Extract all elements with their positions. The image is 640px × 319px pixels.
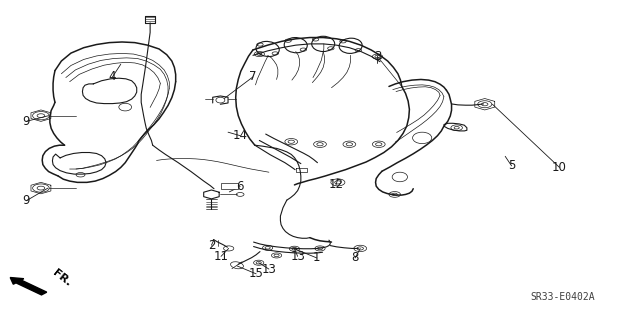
Text: 6: 6 — [236, 180, 244, 193]
Text: FR.: FR. — [51, 268, 73, 288]
Text: 15: 15 — [249, 267, 264, 280]
Text: 4: 4 — [109, 70, 116, 84]
Text: 13: 13 — [262, 263, 276, 276]
Text: 14: 14 — [233, 129, 248, 142]
Text: 1: 1 — [313, 251, 321, 264]
Text: 11: 11 — [214, 250, 228, 263]
Bar — [221, 183, 237, 189]
Text: SR33-E0402A: SR33-E0402A — [531, 292, 595, 302]
Text: 13: 13 — [290, 250, 305, 263]
Text: 10: 10 — [552, 161, 567, 174]
Text: 5: 5 — [508, 160, 515, 172]
Text: 7: 7 — [249, 70, 257, 84]
Text: 9: 9 — [22, 115, 30, 128]
Text: 2: 2 — [208, 239, 215, 252]
Text: 12: 12 — [328, 178, 344, 191]
FancyArrow shape — [10, 278, 47, 295]
Text: 3: 3 — [374, 50, 381, 63]
Text: 9: 9 — [22, 194, 30, 207]
Text: 8: 8 — [351, 251, 359, 264]
